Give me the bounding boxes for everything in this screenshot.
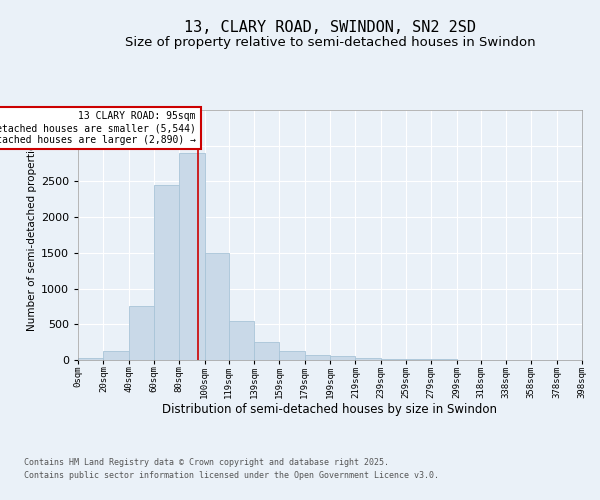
Bar — [254, 342, 280, 360]
Bar — [355, 358, 380, 360]
Bar — [305, 355, 330, 360]
Bar — [179, 153, 205, 360]
Bar — [154, 185, 179, 360]
Bar — [380, 359, 406, 360]
Bar — [205, 253, 229, 360]
Text: Contains public sector information licensed under the Open Government Licence v3: Contains public sector information licen… — [24, 472, 439, 480]
Bar — [103, 352, 128, 360]
Bar — [78, 358, 103, 360]
Text: Contains HM Land Registry data © Crown copyright and database right 2025.: Contains HM Land Registry data © Crown c… — [24, 458, 389, 467]
Text: Size of property relative to semi-detached houses in Swindon: Size of property relative to semi-detach… — [125, 36, 535, 49]
Text: 13, CLARY ROAD, SWINDON, SN2 2SD: 13, CLARY ROAD, SWINDON, SN2 2SD — [184, 20, 476, 35]
Bar — [128, 306, 154, 360]
Y-axis label: Number of semi-detached properties: Number of semi-detached properties — [26, 138, 37, 332]
Bar — [280, 350, 305, 360]
X-axis label: Distribution of semi-detached houses by size in Swindon: Distribution of semi-detached houses by … — [163, 404, 497, 416]
Bar — [229, 320, 254, 360]
Text: 13 CLARY ROAD: 95sqm
← 65% of semi-detached houses are smaller (5,544)
34% of se: 13 CLARY ROAD: 95sqm ← 65% of semi-detac… — [0, 112, 196, 144]
Bar — [330, 356, 355, 360]
